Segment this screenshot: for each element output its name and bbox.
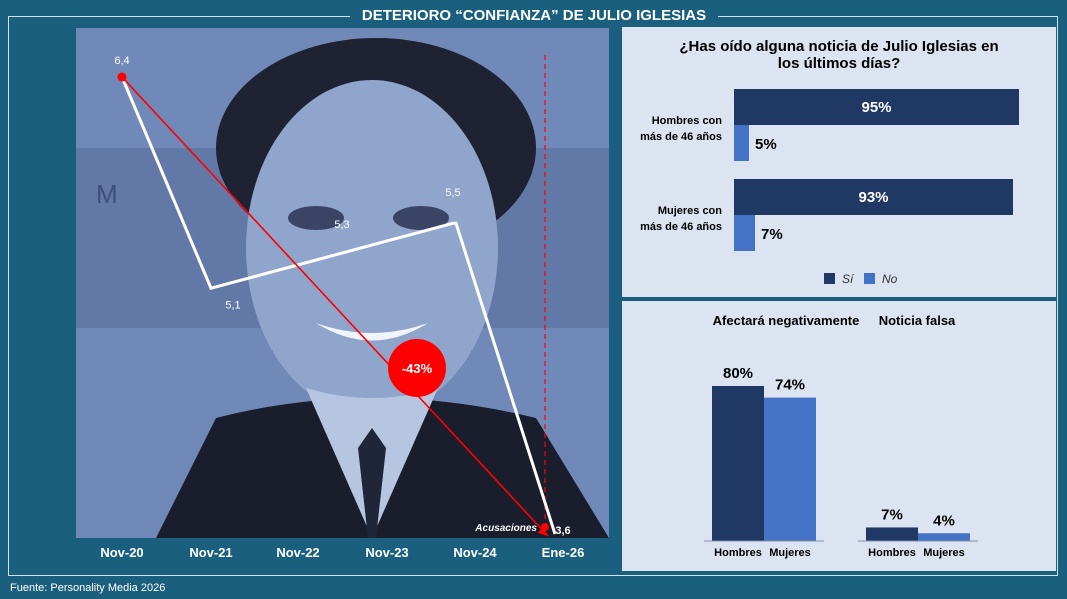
bar-value-label: 7%: [881, 506, 903, 523]
legend-swatch: [864, 273, 875, 284]
portrait-background: M: [76, 28, 609, 538]
heard-news-bar-chart: ¿Has oído alguna noticia de Julio Iglesi…: [640, 38, 1019, 286]
svg-text:M: M: [96, 179, 118, 209]
page-title: DETERIORO “CONFIANZA” DE JULIO IGLESIAS: [350, 5, 718, 27]
group-title: Afectará negativamente: [713, 313, 860, 328]
bar-value-label: 4%: [933, 512, 955, 529]
source-note: Fuente: Personality Media 2026: [10, 582, 166, 594]
legend-label: Sí: [842, 272, 855, 286]
heard-news-panel: ¿Has oído alguna noticia de Julio Iglesi…: [622, 27, 1056, 297]
category-label: Hombres con: [652, 115, 723, 127]
impact-panel: Afectará negativamente 80% Hombres 74% Mujer…: [622, 301, 1056, 571]
x-tick-label: Mujeres: [769, 547, 811, 559]
bar-value-label: 74%: [775, 377, 805, 394]
x-tick-label: Hombres: [714, 547, 762, 559]
portrait-illustration: M: [76, 28, 609, 538]
category-label: más de 46 años: [640, 221, 722, 233]
bar: [866, 527, 918, 541]
bar: [734, 125, 749, 161]
impact-bar-chart: Afectará negativamente 80% Hombres 74% Mujer…: [704, 313, 978, 559]
category-label: más de 46 años: [640, 131, 722, 143]
bar-value-label: 93%: [858, 189, 888, 206]
bar: [764, 397, 816, 541]
bar-value-label: 95%: [861, 99, 891, 116]
bar: [734, 215, 755, 251]
bar-value-label: 7%: [761, 226, 783, 243]
panel-title: los últimos días?: [778, 55, 901, 72]
x-tick-label: Mujeres: [923, 547, 965, 559]
group-title: Noticia falsa: [879, 313, 956, 328]
category-label: Mujeres con: [658, 205, 722, 217]
bar: [918, 533, 970, 541]
bar: [734, 89, 1019, 125]
x-tick-label: Hombres: [868, 547, 916, 559]
panel-title: ¿Has oído alguna noticia de Julio Iglesi…: [679, 38, 998, 55]
bar-value-label: 80%: [723, 365, 753, 382]
legend-label: No: [882, 272, 898, 286]
bar-value-label: 5%: [755, 136, 777, 153]
bar: [734, 179, 1013, 215]
bar: [712, 386, 764, 541]
legend-swatch: [824, 273, 835, 284]
